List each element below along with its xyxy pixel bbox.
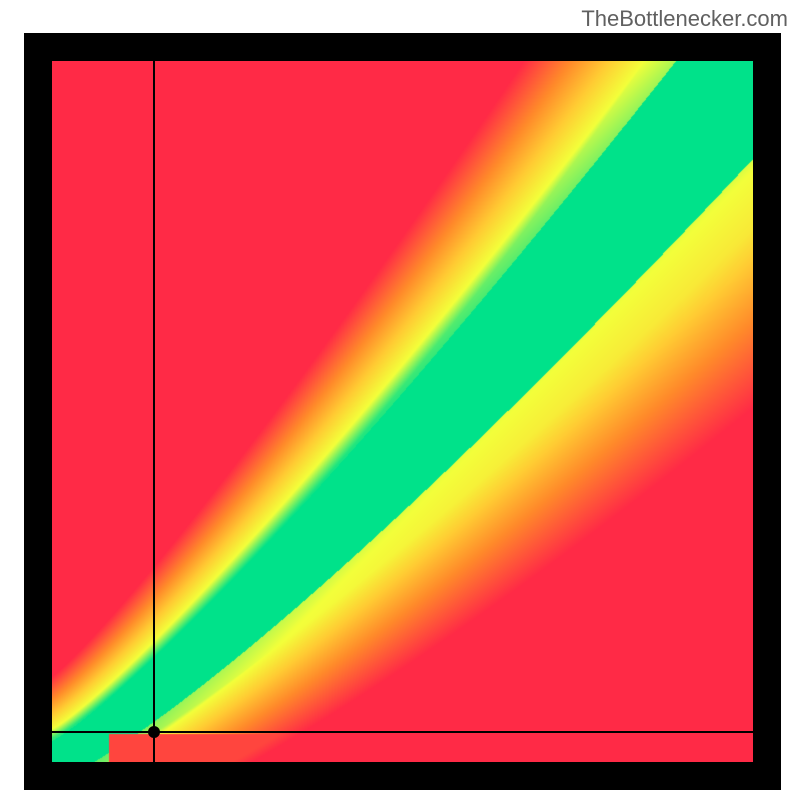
- crosshair-vertical: [153, 61, 155, 762]
- bottleneck-heatmap: [52, 61, 753, 762]
- plot-frame-top: [24, 33, 781, 61]
- plot-frame-left: [24, 33, 52, 790]
- plot-frame-bottom: [24, 762, 781, 790]
- watermark-label: TheBottlenecker.com: [581, 6, 788, 32]
- crosshair-marker: [148, 726, 160, 738]
- plot-frame-right: [753, 33, 781, 790]
- chart-container: TheBottlenecker.com: [0, 0, 800, 800]
